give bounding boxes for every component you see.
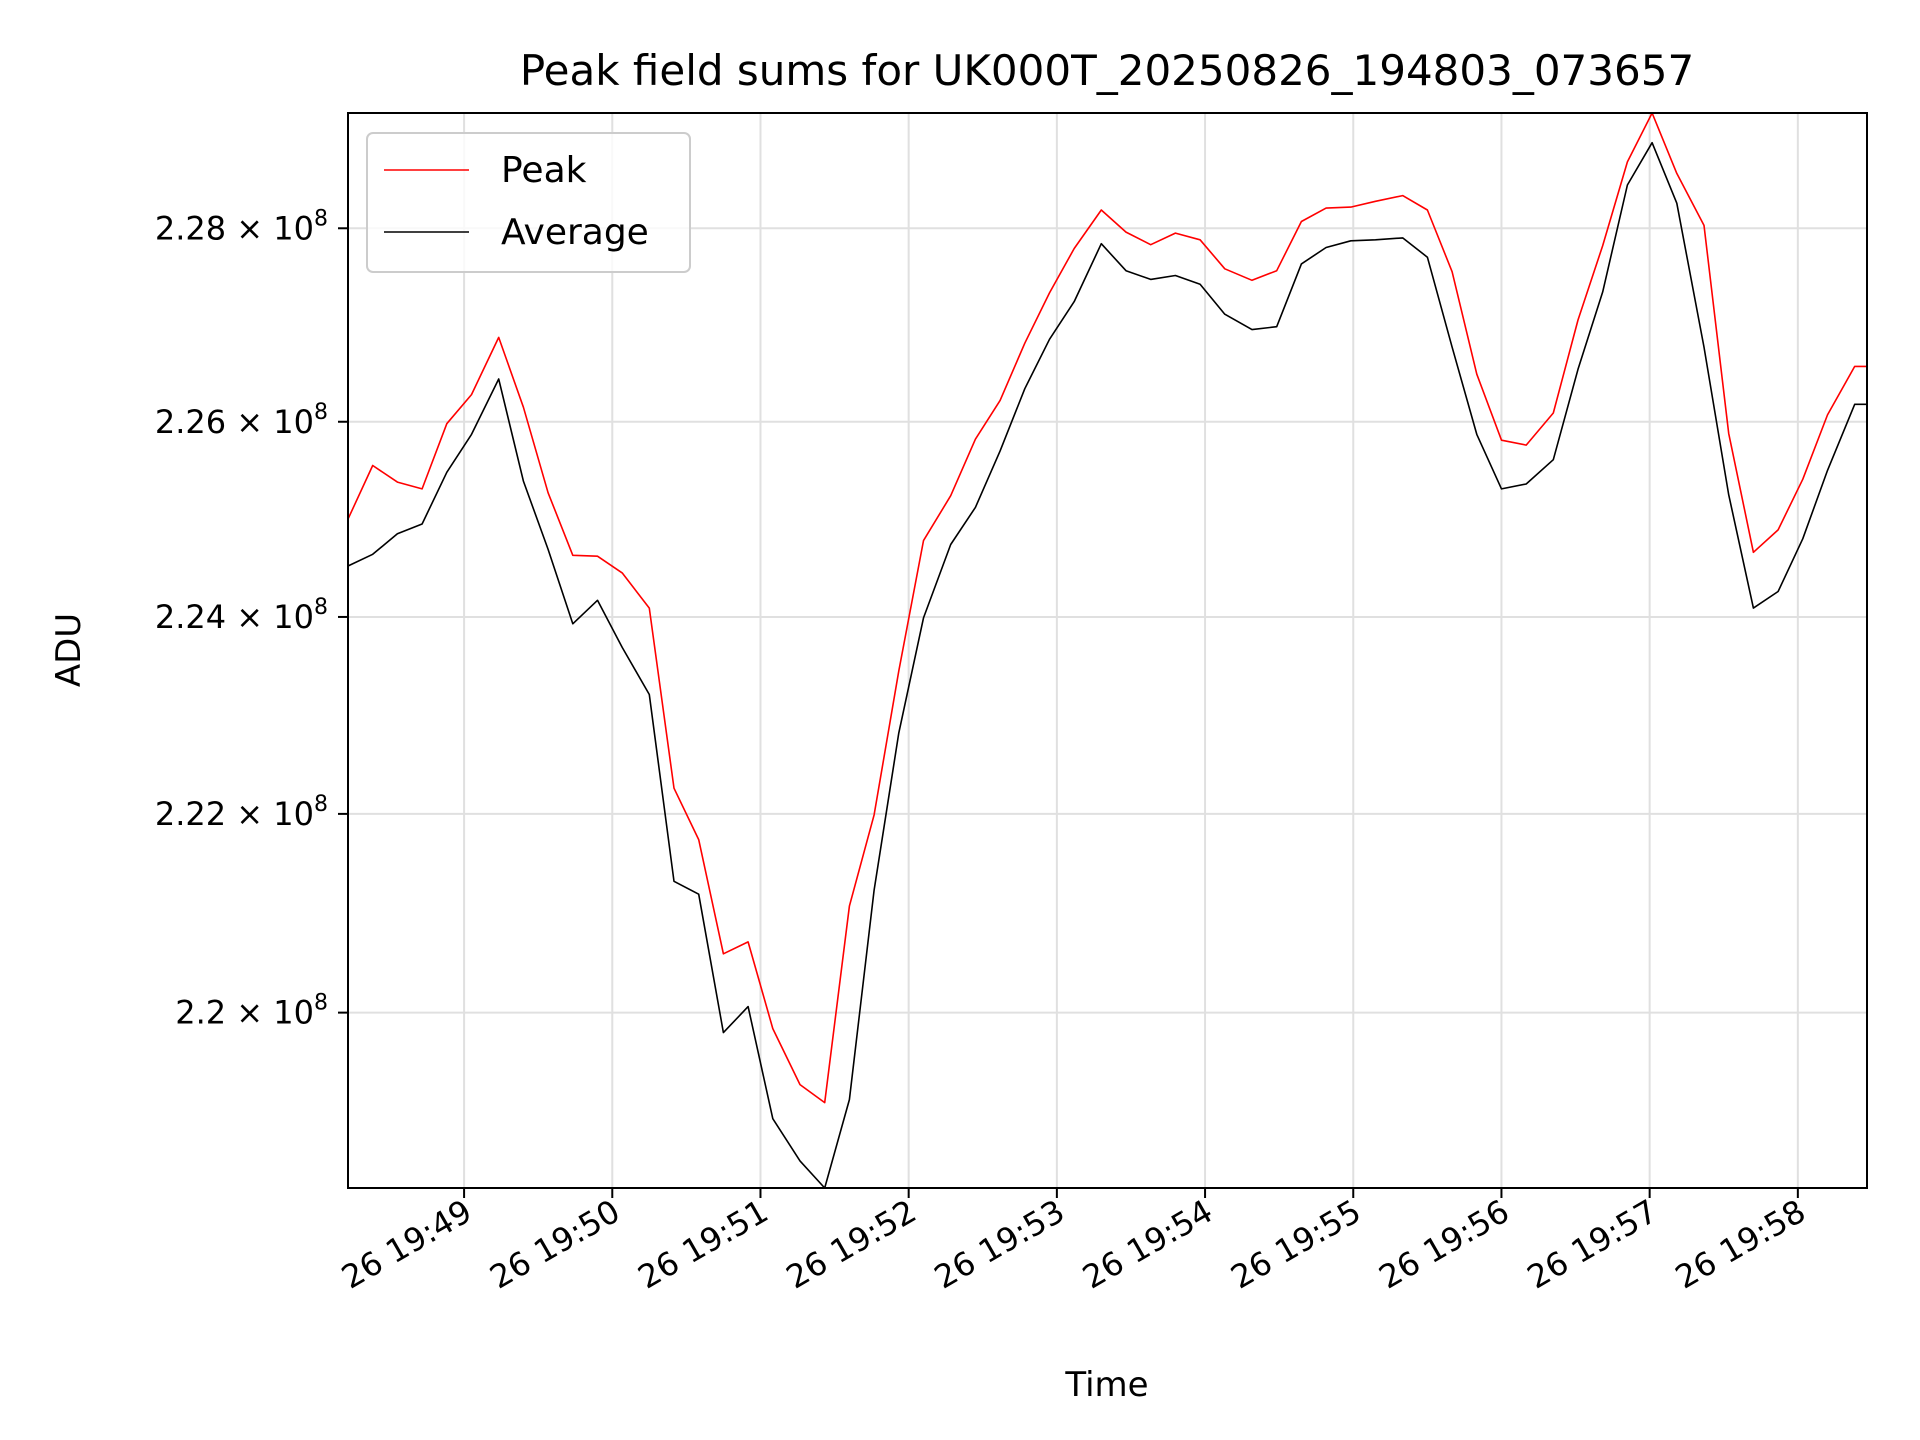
y-tick-label: 2.24 × 108 (155, 595, 328, 636)
y-axis-title: ADU (49, 613, 89, 687)
y-tick-exponent: 8 (314, 400, 328, 425)
x-axis-title: Time (1064, 1365, 1148, 1405)
y-tick-mantissa: 2.2 (175, 994, 226, 1032)
y-tick-times-sign: × 10 (226, 209, 314, 247)
y-tick-exponent: 8 (314, 206, 328, 231)
grid (348, 113, 1867, 1188)
y-tick-label: 2.22 × 108 (155, 792, 328, 833)
y-tick-label: 2.2 × 108 (175, 991, 328, 1032)
series-lines (347, 112, 1867, 1189)
chart-title: Peak field sums for UK000T_20250826_1948… (520, 46, 1694, 95)
y-tick-label: 2.28 × 108 (155, 206, 328, 247)
legend-box (366, 132, 691, 273)
legend: Peak Average (366, 132, 691, 273)
y-tick-times-sign: × 10 (226, 598, 314, 636)
y-tick-exponent: 8 (314, 792, 328, 817)
y-tick-exponent: 8 (314, 595, 328, 620)
legend-label-average: Average (501, 212, 649, 253)
series-line-peak (347, 112, 1867, 1104)
y-tick-exponent: 8 (314, 991, 328, 1016)
plot-frame (347, 112, 1868, 1189)
y-tick-mantissa: 2.28 (155, 209, 226, 247)
series-line-average (347, 141, 1867, 1189)
legend-label-peak: Peak (501, 150, 587, 191)
y-tick-times-sign: × 10 (226, 994, 314, 1032)
y-tick-label: 2.26 × 108 (155, 400, 328, 441)
y-tick-mantissa: 2.22 (155, 795, 226, 833)
y-tick-mantissa: 2.24 (155, 598, 226, 636)
y-tick-times-sign: × 10 (226, 403, 314, 441)
y-tick-mantissa: 2.26 (155, 403, 226, 441)
y-tick-times-sign: × 10 (226, 795, 314, 833)
